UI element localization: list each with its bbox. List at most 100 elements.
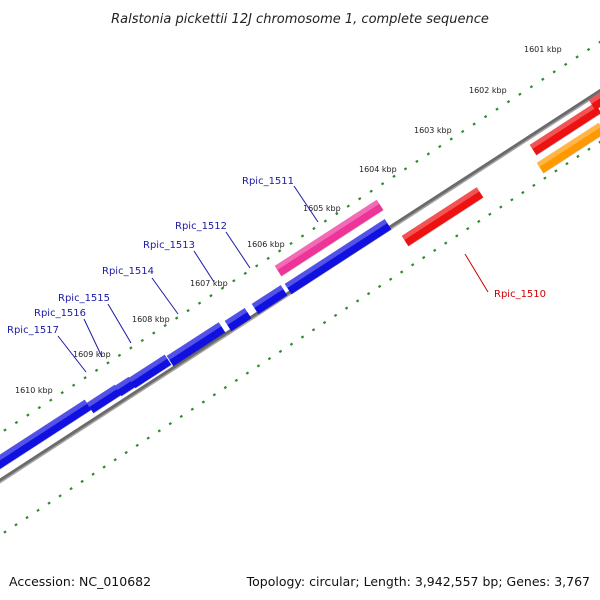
track-dot xyxy=(190,407,195,411)
kbp-tick-label: 1605 kbp xyxy=(303,204,341,213)
gene-rpic-1511-fwd-shade xyxy=(284,219,388,288)
track-dot xyxy=(256,364,261,368)
gene-rpic-1514[interactable] xyxy=(128,354,172,389)
track-dot xyxy=(403,167,408,171)
track-dot xyxy=(444,241,448,245)
gene-label-leader xyxy=(464,253,489,293)
kbp-tick-label: 1606 kbp xyxy=(247,240,285,249)
gene-label-rpic-1514[interactable]: Rpic_1514 xyxy=(102,266,154,277)
track-dot xyxy=(60,391,64,395)
track-dot xyxy=(117,353,122,358)
track-dot xyxy=(223,385,228,390)
kbp-tick-label: 1604 kbp xyxy=(359,165,397,174)
track-dot xyxy=(554,169,558,173)
kbp-tick-label: 1610 kbp xyxy=(15,386,53,395)
track-dot xyxy=(415,159,419,164)
track-dot xyxy=(102,465,106,469)
track-dot xyxy=(518,92,522,96)
gene-rpic-1516-shade xyxy=(86,384,118,407)
gene-rpic-1515[interactable] xyxy=(114,376,136,397)
gene-rpic-1508-edge xyxy=(595,107,600,111)
track-dot xyxy=(587,147,591,151)
gene-rpic-1510-body xyxy=(401,187,484,247)
track-dot xyxy=(47,501,51,505)
gene-label-rpic-1511[interactable]: Rpic_1511 xyxy=(242,176,294,187)
track-dot xyxy=(168,422,172,426)
track-dot xyxy=(157,429,161,433)
track-dot xyxy=(472,122,476,126)
gene-rpic-1509-shade xyxy=(529,102,598,149)
track-dot xyxy=(14,523,18,527)
gene-label-rpic-1510[interactable]: Rpic_1510 xyxy=(494,289,546,300)
track-dot xyxy=(311,328,316,332)
track-dot xyxy=(36,508,40,512)
track-dot xyxy=(312,226,316,231)
gene-rpic-1511-fwd-body xyxy=(284,219,392,295)
kbp-tick-label: 1609 kbp xyxy=(73,350,111,359)
gene-label-rpic-1513[interactable]: Rpic_1513 xyxy=(143,240,195,251)
track-dot xyxy=(377,284,382,289)
track-dot xyxy=(346,204,350,208)
track-dot xyxy=(71,383,76,387)
track-dot xyxy=(220,286,225,290)
track-dot xyxy=(163,323,167,328)
gene-rpic-1515-shade xyxy=(114,376,132,390)
gene-label-rpic-1516[interactable]: Rpic_1516 xyxy=(34,308,86,319)
gene-rpic-1508[interactable] xyxy=(588,91,600,111)
gene-labels: Rpic_1510 Rpic_1511 Rpic_1512 Rpic_1513 Rpic… xyxy=(7,176,546,373)
track-dot xyxy=(449,137,453,141)
gene-rpic-1517-body xyxy=(0,399,92,469)
kbp-tick-label: 1608 kbp xyxy=(132,315,170,324)
track-dot xyxy=(410,263,415,267)
kbp-tick-label: 1607 kbp xyxy=(190,279,228,288)
gene-rpic-1508-body xyxy=(588,92,600,111)
gene-rpic-1514-body xyxy=(128,354,172,389)
gene-rpic-1512-body xyxy=(224,307,252,332)
gene-rpic-1510[interactable] xyxy=(401,187,484,247)
track-dot xyxy=(576,154,580,159)
track-dot xyxy=(333,313,338,317)
dot-track-upper xyxy=(3,40,600,432)
track-dot xyxy=(366,292,371,296)
kbp-ruler: 1601 kbp 1602 kbp 1603 kbp 1604 kbp 1605 kbp… xyxy=(15,45,562,395)
gene-rpic-1517[interactable] xyxy=(0,399,92,471)
gene-rpic-1512-edge xyxy=(231,318,252,332)
gene-label-rpic-1515[interactable]: Rpic_1515 xyxy=(58,293,110,304)
track-dot xyxy=(267,357,272,361)
gene-rpic-1512b[interactable] xyxy=(251,285,288,315)
gene-rpic-1516[interactable] xyxy=(86,384,122,414)
track-dot xyxy=(94,368,99,372)
track-dot xyxy=(495,107,499,111)
gene-label-rpic-1512[interactable]: Rpic_1512 xyxy=(175,221,227,232)
gene-rpic-1508-shade xyxy=(588,92,600,104)
track-dot xyxy=(135,443,139,447)
gene-rpic-1513-shade xyxy=(166,322,222,360)
gene-rpic-1511-body xyxy=(274,199,384,277)
gene-rpic-1510-shade xyxy=(401,187,480,240)
track-dot xyxy=(426,152,431,156)
track-dot xyxy=(506,100,511,104)
track-dot xyxy=(289,342,294,346)
gene-orange-shade xyxy=(536,122,600,167)
gene-rpic-1513[interactable] xyxy=(166,322,226,367)
gene-label-rpic-1517[interactable]: Rpic_1517 xyxy=(7,325,59,336)
track-dot xyxy=(277,249,282,253)
gene-orange[interactable] xyxy=(536,122,600,174)
track-dot xyxy=(455,234,459,238)
gene-rpic-1512b-edge xyxy=(258,295,288,315)
track-dot xyxy=(83,376,87,380)
track-dot xyxy=(106,361,110,365)
gene-rpic-1511[interactable] xyxy=(274,199,384,277)
gene-rpic-1511-fwd[interactable] xyxy=(284,219,392,295)
gene-rpic-1509[interactable] xyxy=(529,102,600,156)
track-dot xyxy=(565,162,569,166)
track-dot xyxy=(369,189,373,193)
gene-label-leader xyxy=(293,185,319,223)
gene-rpic-1512-shade xyxy=(224,307,248,325)
track-dot xyxy=(322,320,327,325)
track-dot xyxy=(563,62,568,67)
gene-label-leader xyxy=(225,231,251,269)
gene-track xyxy=(0,91,600,471)
gene-rpic-1512[interactable] xyxy=(224,307,252,332)
track-dot xyxy=(232,279,236,283)
